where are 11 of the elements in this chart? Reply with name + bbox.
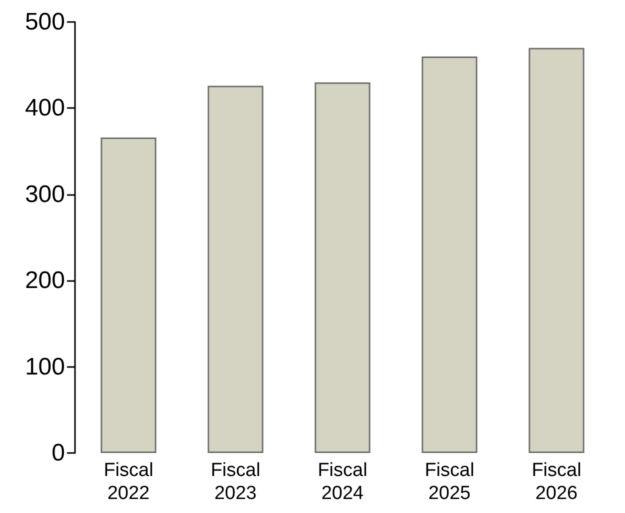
y-tick-label: 500 — [24, 8, 65, 36]
x-tick-label: Fiscal 2022 — [104, 460, 154, 504]
x-tick-label: Fiscal 2025 — [424, 460, 474, 504]
y-tick-label: 400 — [24, 94, 65, 122]
y-tick-label: 100 — [24, 353, 65, 380]
x-tick-label: Fiscal 2023 — [210, 460, 260, 504]
y-tick-label: 300 — [24, 180, 65, 208]
y-tick-label: 0 — [52, 440, 65, 466]
x-tick-label: Fiscal 2026 — [532, 460, 582, 504]
x-tick-label: Fiscal 2024 — [318, 460, 368, 504]
y-tick-label: 200 — [24, 267, 65, 294]
